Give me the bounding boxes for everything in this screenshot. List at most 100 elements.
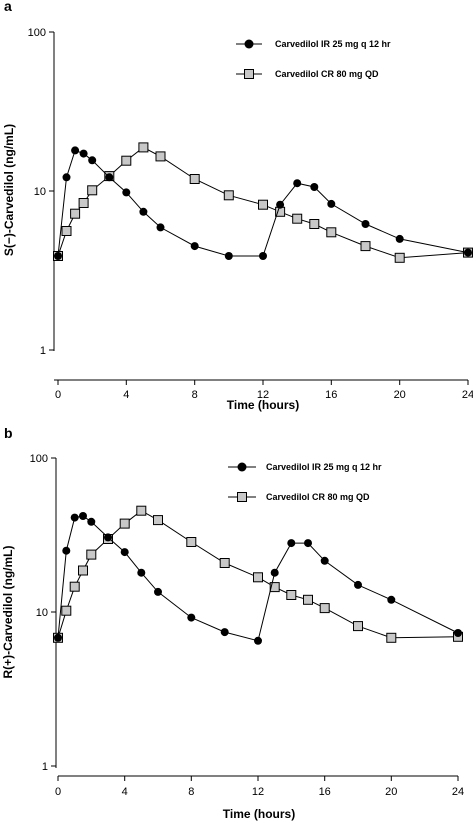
- panel-b-letter: b: [4, 425, 13, 441]
- panel-b-cr-point: [86, 549, 97, 560]
- panel-a-cr-point: [78, 198, 89, 208]
- panel-b-x-tick-label-8: 8: [188, 786, 194, 798]
- panel-a-cr-point: [309, 219, 320, 229]
- panel-a-ir-point: [276, 200, 285, 209]
- panel-a-y-tick-label-10: 10: [34, 186, 46, 198]
- panel-b-cr-point: [69, 581, 80, 592]
- panel-a-y-tick-label-100: 100: [28, 27, 46, 39]
- panel-a-y-tick-label-1: 1: [40, 345, 46, 357]
- panel-b-ir-point: [120, 548, 129, 557]
- panel-a-x-tick-label-12: 12: [257, 389, 269, 401]
- panel-b-legend-cr-marker: [237, 492, 247, 502]
- panel-a-ir-point: [361, 220, 370, 228]
- panel-b-ir-point: [104, 533, 112, 542]
- panel-a-cr-point: [70, 208, 81, 219]
- panel-b-x-tick-label-12: 12: [252, 786, 264, 798]
- panel-a-cr-point: [394, 252, 405, 263]
- panel-a-ir-point: [190, 242, 199, 251]
- panel-a-ir-point: [224, 252, 233, 260]
- panel-b-plot-area: [53, 505, 463, 645]
- panel-b-ir-point: [62, 546, 71, 555]
- panel-b-cr-point: [269, 582, 280, 593]
- panel-b-cr-point: [303, 594, 313, 605]
- panel-b-x-ticks: [57, 776, 459, 781]
- panel-a-ir-point: [395, 234, 404, 243]
- panel-b-cr-point: [136, 505, 147, 516]
- panel-b-cr-point: [153, 515, 163, 526]
- panel-b-ir-point: [154, 587, 162, 596]
- panel-a-cr-point: [155, 151, 166, 162]
- panel-a-cr-point: [292, 213, 303, 224]
- panel-b-y-axis-label: R(+)-Carvedilol (ng/mL): [1, 545, 15, 678]
- panel-b-x-tick-label-16: 16: [319, 786, 331, 798]
- panel-a-x-axis-label: Time (hours): [227, 398, 299, 412]
- panel-a-legend-cr-marker: [244, 69, 254, 79]
- panel-a-cr-point: [223, 190, 234, 201]
- panel-a-legend-ir-marker: [244, 39, 254, 49]
- panel-b-ir-point: [254, 636, 262, 645]
- panel-b-ir-point: [320, 556, 329, 565]
- panel-a-x-tick-label-24: 24: [462, 389, 473, 401]
- panel-a-legend: Carvedilol IR 25 mg q 12 hr Carvedilol C…: [236, 39, 391, 79]
- panel-a-ir-point: [293, 179, 302, 188]
- panel-a-y-axis-label: S(−)-Carvedilol (ng/mL): [2, 124, 16, 256]
- panel-a-x-tick-label-0: 0: [55, 389, 61, 401]
- panel-b-cr-point: [253, 572, 263, 583]
- panel-a-cr-point: [121, 155, 132, 166]
- panel-b-x-tick-label-20: 20: [385, 786, 397, 798]
- panel-b-legend-cr-label: Carvedilol CR 80 mg QD: [266, 492, 370, 502]
- panel-a-ir-point: [71, 146, 80, 155]
- panel-a-cr-point: [87, 185, 98, 196]
- panel-a-ir-point: [310, 183, 319, 191]
- panel-b-cr-point: [119, 518, 130, 529]
- panel-a-plot-area: [53, 142, 473, 263]
- panel-b-ir-point: [187, 613, 196, 622]
- panel-b-ir-point: [287, 539, 296, 548]
- panel-b-x-tick-label-24: 24: [452, 786, 464, 798]
- panel-b-ir-point: [270, 568, 279, 577]
- panel-b-ir-point: [304, 539, 312, 548]
- panel-b-y-tick-label-100: 100: [30, 453, 48, 465]
- panel-b-cr-point: [353, 621, 363, 632]
- panel-b-cr-point: [61, 605, 72, 616]
- panel-b-ir-point: [387, 595, 396, 604]
- panel-b-legend: Carvedilol IR 25 mg q 12 hr Carvedilol C…: [228, 462, 382, 502]
- panel-a-legend-ir-label: Carvedilol IR 25 mg q 12 hr: [275, 39, 391, 49]
- panel-b-cr-point: [319, 603, 330, 614]
- panel-b-x-tick-label-4: 4: [122, 786, 128, 798]
- panel-b-ir-point: [87, 517, 96, 526]
- panel-b-ir-point: [220, 628, 229, 637]
- panel-a-letter: a: [4, 0, 12, 14]
- panel-b-ir-point: [454, 629, 462, 637]
- panel-b-y-tick-label-10: 10: [36, 607, 48, 619]
- panel-b-cr-point: [386, 632, 397, 643]
- panel-b-cr-point: [286, 590, 297, 600]
- panel-a-ir-point: [88, 156, 97, 165]
- panel-b-cr-point: [186, 537, 197, 547]
- panel-a-ir-point: [122, 188, 131, 197]
- panel-b-legend-ir-label: Carvedilol IR 25 mg q 12 hr: [266, 462, 382, 472]
- panel-a-ir-point: [62, 173, 71, 182]
- panel-a-cr-point: [138, 142, 149, 153]
- panel-b-ir-point: [79, 512, 87, 520]
- panel-a-x-ticks: [57, 380, 469, 385]
- panel-a-cr-point: [360, 241, 371, 252]
- panel-a-legend-cr-label: Carvedilol CR 80 mg QD: [275, 69, 379, 79]
- panel-a-cr-point: [61, 226, 72, 236]
- panel-a-ir-point: [327, 199, 336, 208]
- panel-a-cr-point: [189, 174, 200, 184]
- panel-a-ir-point: [79, 149, 88, 158]
- panel-b-ir-point: [70, 513, 79, 522]
- panel-b-cr-point: [78, 565, 88, 576]
- panel-a-ir-point: [464, 248, 472, 257]
- panel-b-y-tick-label-1: 1: [42, 761, 48, 773]
- panel-a-ir-point: [156, 223, 165, 232]
- panel-b-ir-point: [54, 633, 62, 642]
- panel-a-x-tick-label-16: 16: [325, 389, 337, 401]
- panel-a-ir-point: [139, 207, 148, 216]
- panel-a-ir-point: [105, 173, 114, 182]
- panel-b-ir-point: [137, 568, 146, 577]
- panel-b-x-tick-label-0: 0: [55, 786, 61, 798]
- panel-a-x-tick-label-8: 8: [192, 389, 198, 401]
